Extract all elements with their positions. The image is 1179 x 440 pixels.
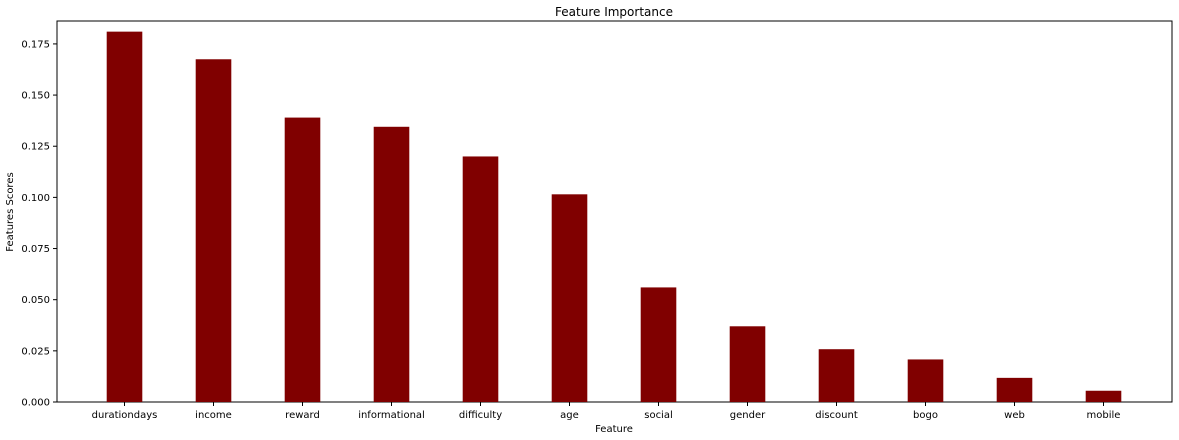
x-tick-label-discount: discount bbox=[815, 410, 858, 421]
bar-social bbox=[640, 287, 677, 402]
bar-discount bbox=[818, 349, 855, 402]
bars bbox=[106, 31, 1122, 403]
x-tick-label-web: web bbox=[1004, 410, 1025, 421]
x-tick-label-mobile: mobile bbox=[1087, 410, 1121, 421]
y-axis-title: Features Scores bbox=[5, 172, 16, 251]
y-tick-label: 0.125 bbox=[21, 142, 50, 153]
bar-durationdays bbox=[106, 31, 143, 403]
bar-age bbox=[551, 194, 588, 402]
bar-income bbox=[195, 59, 232, 402]
bar-reward bbox=[284, 117, 321, 403]
y-tick-label: 0.100 bbox=[21, 193, 50, 204]
bar-informational bbox=[373, 126, 410, 402]
x-tick-label-difficulty: difficulty bbox=[459, 410, 502, 421]
bar-web bbox=[996, 377, 1033, 402]
y-tick-label: 0.000 bbox=[21, 398, 50, 409]
y-axis: 0.000 0.025 0.050 0.075 0.100 0.125 0.150 0.175 bbox=[21, 39, 57, 409]
y-tick-label: 0.150 bbox=[21, 91, 50, 102]
x-tick-label-social: social bbox=[644, 410, 673, 421]
y-tick-label: 0.025 bbox=[21, 346, 50, 357]
x-tick-label-gender: gender bbox=[730, 410, 766, 421]
x-tick-label-income: income bbox=[195, 410, 232, 421]
bar-mobile bbox=[1085, 390, 1122, 402]
bar-gender bbox=[729, 326, 766, 402]
x-tick-label-informational: informational bbox=[358, 410, 425, 421]
y-tick-label: 0.175 bbox=[21, 39, 50, 50]
bar-bogo bbox=[907, 359, 944, 402]
x-axis: durationdays income reward informational dif… bbox=[92, 402, 1121, 421]
chart-title: Feature Importance bbox=[555, 5, 673, 19]
y-tick-label: 0.050 bbox=[21, 295, 50, 306]
x-tick-label-age: age bbox=[560, 410, 579, 421]
y-tick-label: 0.075 bbox=[21, 244, 50, 255]
x-axis-title: Feature bbox=[595, 424, 633, 435]
x-tick-label-durationdays: durationdays bbox=[92, 410, 158, 421]
plot-area bbox=[56, 20, 1173, 403]
bar-difficulty bbox=[462, 156, 499, 402]
x-tick-label-bogo: bogo bbox=[913, 410, 938, 421]
x-tick-label-reward: reward bbox=[285, 410, 320, 421]
